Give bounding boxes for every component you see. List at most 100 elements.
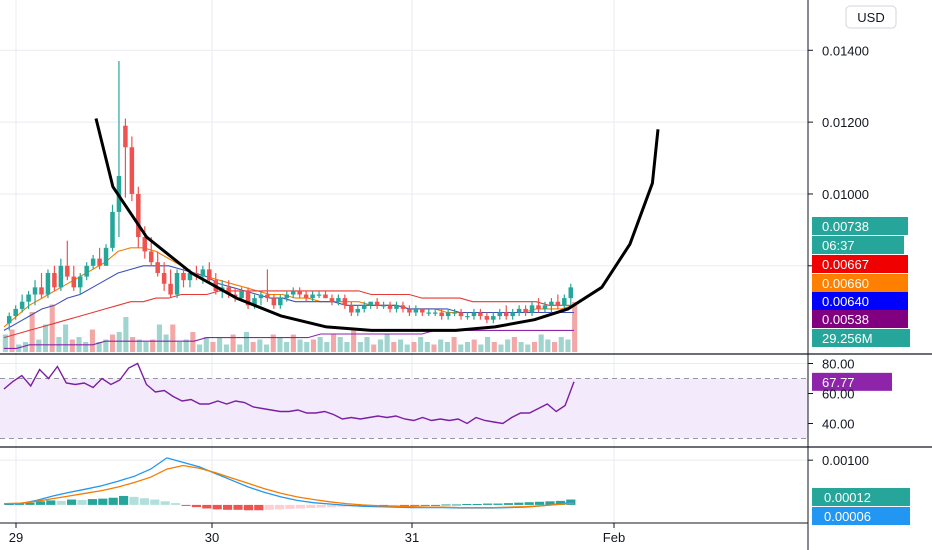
macd-histogram-bar <box>431 504 441 506</box>
candle-body <box>26 294 31 302</box>
rsi-line <box>3 362 575 425</box>
price-tag <box>812 236 904 254</box>
candle-body <box>478 312 483 317</box>
volume-bars <box>2 302 578 352</box>
price-tag-label: 29.256M <box>822 331 873 346</box>
volume-bar <box>176 342 183 352</box>
candle-body <box>161 272 167 284</box>
volume-bar <box>498 344 504 352</box>
currency-button[interactable] <box>845 5 897 29</box>
volume-bar <box>284 342 290 352</box>
macd-histogram-bar <box>389 504 399 506</box>
candle-body <box>142 237 148 252</box>
macd-histogram-bar <box>35 501 45 505</box>
volume-bar <box>190 332 196 352</box>
macd-histogram-bar <box>56 500 66 505</box>
candle-body <box>271 298 277 306</box>
candle-body <box>297 290 302 295</box>
volume-bar <box>552 342 558 352</box>
candle-body <box>555 301 561 306</box>
volume-bar <box>525 344 531 352</box>
time-tick-label: Feb <box>603 530 625 545</box>
macd-histogram-bar <box>451 504 461 506</box>
candle-body <box>529 305 535 313</box>
volume-bar <box>384 334 390 352</box>
volume-bar <box>391 342 397 352</box>
price-tag <box>812 217 908 235</box>
candle-body <box>174 272 180 295</box>
rsi-value-tag <box>812 372 892 391</box>
volume-bar <box>22 342 28 352</box>
volume-bar <box>351 329 357 352</box>
candle-body <box>58 265 64 288</box>
candle-body <box>439 312 444 317</box>
volume-bar <box>371 344 377 352</box>
volume-bar <box>230 334 236 352</box>
macd-histogram-bar <box>223 504 233 510</box>
candle-body <box>310 294 315 299</box>
rsi-band <box>0 378 808 439</box>
rsi-value-label: 67.77 <box>822 375 855 390</box>
candle-body <box>97 258 102 266</box>
volume-bar <box>150 339 156 352</box>
candle-body <box>181 272 186 281</box>
macd-histogram-bar <box>233 504 243 510</box>
macd-pane: 0.00012 0.00006 <box>3 457 910 525</box>
macd-histogram-bar <box>327 504 337 508</box>
candle-body <box>323 294 328 299</box>
macd-histogram-bar <box>67 499 77 505</box>
macd-histogram-bar <box>493 503 503 505</box>
macd-histogram-bar <box>171 503 181 505</box>
volume-bar <box>458 344 464 352</box>
macd-histogram-bar <box>420 504 430 506</box>
volume-bar <box>203 337 209 352</box>
candle-body <box>39 287 44 295</box>
volume-bar <box>63 324 69 352</box>
price-tag <box>812 310 908 328</box>
macd-histogram-bar <box>108 497 118 505</box>
price-tick-label: 0.01400 <box>822 43 869 58</box>
candle-body <box>303 294 309 299</box>
candle-body <box>77 276 83 288</box>
macd-value-tag <box>812 488 910 506</box>
candle-body <box>432 312 438 314</box>
candle-body <box>329 298 335 302</box>
candle-body <box>155 262 160 273</box>
candlesticks[interactable] <box>6 61 574 331</box>
candle-body <box>549 301 554 306</box>
price-tag-label: 0.00667 <box>822 257 869 272</box>
candle-body <box>129 147 135 194</box>
volume-bar <box>324 342 330 352</box>
volume-bar <box>438 339 444 352</box>
candle-body <box>523 308 528 313</box>
volume-bar <box>109 334 116 352</box>
volume-bar <box>558 337 564 352</box>
volume-bar <box>237 344 243 352</box>
candle-body <box>148 251 154 263</box>
candle-body <box>368 301 373 306</box>
macd-histogram-bar <box>202 504 212 509</box>
candle-body <box>458 312 464 317</box>
rsi-tick-label: 40.00 <box>822 417 855 432</box>
macd-histogram-bar <box>98 498 108 505</box>
price-tag <box>812 255 908 273</box>
price-tag-label: 0.00738 <box>822 219 869 234</box>
price-tags: 0.00738 06:37 0.00667 0.00660 0.00640 0.00538… <box>812 217 910 347</box>
candle-body <box>407 308 412 313</box>
macd-signal-line <box>3 464 575 509</box>
candle-body <box>413 308 419 313</box>
candle-body <box>491 316 496 320</box>
candle-body <box>90 258 96 266</box>
macd-histogram-bar <box>337 504 347 507</box>
candle-body <box>52 272 57 288</box>
volume-bar <box>404 344 410 352</box>
volume-bar <box>491 342 497 352</box>
volume-bar <box>364 337 370 352</box>
macd-histogram-bar <box>285 504 295 509</box>
candle-body <box>168 283 173 295</box>
volume-bar <box>424 342 430 352</box>
candle-body <box>562 298 567 306</box>
volume-bar <box>505 339 511 352</box>
candle-body <box>426 312 432 314</box>
rsi-pane: 67.77 <box>0 362 892 439</box>
